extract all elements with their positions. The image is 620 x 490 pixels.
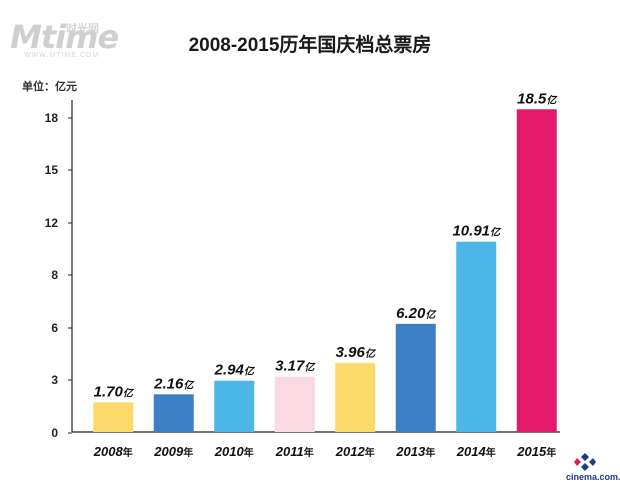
data-label: 2.16亿 [153, 375, 195, 392]
data-label: 10.91亿 [452, 223, 502, 240]
y-tick-label: 6 [51, 321, 58, 335]
data-label: 2.94亿 [214, 362, 256, 379]
data-label: 6.20亿 [396, 305, 437, 322]
bar-2015 [516, 109, 557, 433]
watermark-url: WWW.MTIME.COM [24, 52, 100, 59]
y-tick-label: 0 [51, 426, 58, 440]
data-label: 3.17亿 [275, 358, 316, 375]
data-label: 3.96亿 [336, 344, 377, 361]
source-label: cinema.com.cn [566, 472, 620, 482]
y-tick-label: 18 [45, 111, 59, 125]
cinema-logo-icon [574, 453, 596, 471]
bar-2012 [335, 362, 376, 432]
x-tick-label: 2014年 [456, 444, 496, 459]
bar-2008 [93, 402, 134, 432]
watermark-cn: 时光网 [66, 23, 99, 35]
bar-2010 [214, 380, 255, 432]
x-tick-label: 2008年 [93, 444, 133, 459]
data-label: 1.70亿 [94, 383, 135, 400]
y-tick-label: 15 [45, 163, 59, 177]
bar-2014 [456, 241, 497, 432]
mtime-watermark-logo: Mtime 时光网 WWW.MTIME.COM [10, 18, 119, 59]
x-tick-label: 2010年 [214, 444, 254, 459]
x-tick-label: 2012年 [335, 444, 375, 459]
bar-2013 [395, 323, 436, 432]
y-tick-label: 8 [51, 268, 58, 282]
data-label: 18.5亿 [517, 90, 558, 107]
chart-title: 2008-2015历年国庆档总票房 [188, 35, 432, 56]
watermark-mark: Mtime [10, 18, 119, 56]
unit-label: 单位：亿元 [22, 81, 77, 93]
y-tick-label: 3 [51, 373, 58, 387]
bar-2009 [153, 394, 194, 432]
x-tick-label: 2013年 [395, 444, 435, 459]
bar-2011 [274, 376, 315, 432]
x-tick-label: 2011年 [275, 444, 314, 459]
y-tick-label: 12 [45, 216, 59, 230]
x-tick-label: 2009年 [153, 444, 193, 459]
x-tick-label: 2015年 [516, 444, 556, 459]
